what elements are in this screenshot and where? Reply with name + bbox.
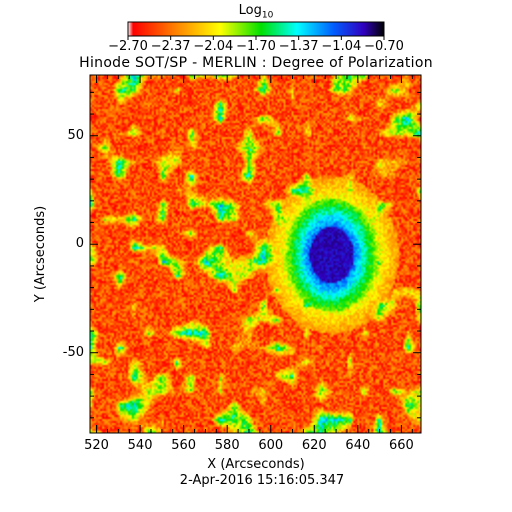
x-axis: [96, 75, 413, 433]
y-tick-label: 50: [67, 127, 84, 143]
colorbar-tick-label: −2.37: [150, 39, 191, 54]
x-axis-label: X (Arcseconds): [207, 457, 305, 472]
x-tick-label: 660: [388, 438, 414, 453]
colorbar-tick-label: −1.37: [278, 39, 319, 54]
colorbar-tick-label: −1.70: [236, 39, 276, 54]
colorbar-ticks: [127, 36, 385, 40]
x-tick-label: 520: [84, 438, 109, 453]
colorbar-tick-label: −1.04: [321, 39, 362, 54]
y-axis: [90, 91, 421, 419]
polarization-map: [90, 75, 421, 433]
y-tick-label: 0: [75, 236, 84, 252]
x-tick-label: 560: [171, 438, 197, 453]
colorbar-tick-label: −2.70: [108, 39, 148, 54]
timestamp: 2‐Apr‐2016 15:16:05.347: [179, 473, 345, 488]
colorbar: [127, 21, 385, 37]
colorbar-tick-label: −2.04: [193, 39, 234, 54]
chart-title: Hinode SOT/SP - MERLIN : Degree of Polar…: [79, 55, 433, 71]
x-tick-label: 600: [258, 438, 284, 453]
y-axis-label: Y (Arcseconds): [33, 205, 48, 303]
plot-frame: [89, 74, 422, 434]
colorbar-label: Log10: [238, 3, 274, 21]
x-tick-label: 540: [127, 438, 153, 453]
y-tick-label: -50: [62, 344, 84, 360]
colorbar-tick-label: −0.70: [364, 39, 404, 54]
x-tick-label: 620: [301, 438, 327, 453]
x-tick-label: 580: [214, 438, 240, 453]
x-tick-label: 640: [345, 438, 371, 453]
